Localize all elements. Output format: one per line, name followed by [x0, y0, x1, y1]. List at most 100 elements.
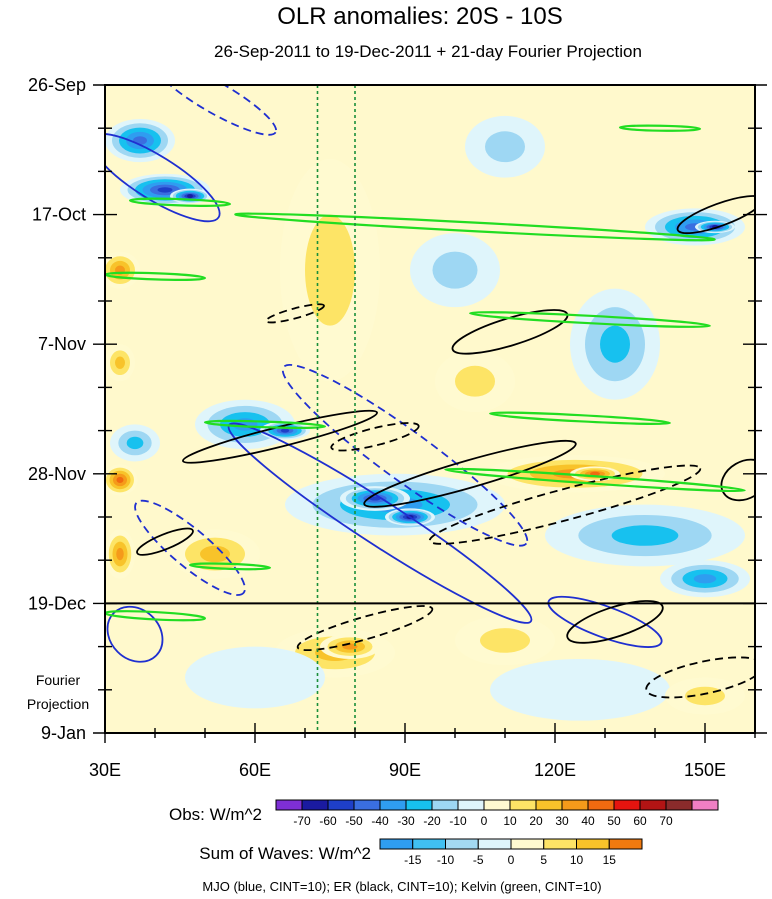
obs-legend-title: Obs: W/m^2 [169, 805, 262, 824]
anomaly-level-1-6 [157, 187, 173, 193]
anomaly-level-20-5 [590, 471, 600, 476]
projection-label-line2: Projection [27, 696, 89, 712]
anomaly-blob-28 [490, 658, 670, 721]
obs-legend-label-6: -10 [449, 814, 467, 828]
y-tick-label-84: 19-Dec [28, 593, 86, 613]
anomaly-blob-26 [435, 350, 515, 413]
anomaly-level-6-4 [116, 547, 124, 561]
obs-legend-swatch-5 [405, 799, 433, 811]
obs-legend-label-5: -20 [423, 814, 441, 828]
waves-legend-label-6: 15 [603, 853, 617, 867]
waves-legend-label-4: 5 [540, 853, 547, 867]
y-tick-label-63: 28-Nov [28, 464, 86, 484]
anomaly-blob-22 [660, 560, 750, 598]
plot-frame [104, 84, 756, 734]
mjo-contour-5 [106, 605, 164, 663]
kelvin-contour-28 [489, 411, 671, 425]
y-tick-label-105: 9-Jan [41, 723, 86, 743]
kelvin-contour-27 [618, 124, 702, 132]
anomaly-level-7-3 [126, 436, 144, 450]
waves-legend-swatch-0 [379, 838, 414, 850]
plot-area [105, 85, 755, 733]
obs-legend-swatch-16 [691, 799, 719, 811]
obs-legend-label-0: -70 [293, 814, 311, 828]
obs-colorbar: -70 -60 -50 -40 -30 -20 -10 0 10 20 30 40 50 60 70 [275, 799, 719, 828]
waves-legend-swatch-5 [543, 838, 577, 850]
anomaly-blob-21 [545, 504, 745, 567]
y-tick-label-0: 26-Sep [28, 75, 86, 95]
mjo-contour-4 [134, 499, 246, 596]
er-contour-11 [363, 439, 577, 508]
anomaly-level-10-6 [280, 428, 290, 433]
x-tick-label-30: 30E [89, 760, 121, 780]
anomaly-level-4-3 [115, 356, 125, 369]
wave-legend-footer: MJO (blue, CINT=10); ER (black, CINT=10)… [202, 879, 601, 894]
wave-contours [105, 85, 755, 699]
waves-legend-label-1: -10 [437, 853, 455, 867]
anomaly-blob-27 [185, 646, 325, 709]
obs-legend-label-3: -40 [371, 814, 389, 828]
waves-legend-swatch-7 [608, 838, 643, 850]
y-tick-label-42: 7-Nov [38, 334, 86, 354]
anomaly-blob-29 [665, 677, 745, 715]
anomaly-level-5-5 [116, 476, 124, 484]
kelvin-contour-19 [234, 212, 716, 242]
anomaly-level-30-2 [480, 628, 530, 653]
mjo-contour-1 [105, 132, 221, 223]
y-axis-ticks: 26-Sep 17-Oct 7-Nov 28-Nov 19-Dec 9-Jan [28, 75, 767, 743]
anomaly-blob-30 [455, 615, 555, 666]
obs-legend-swatch-6 [431, 799, 459, 811]
mjo-contour-0 [152, 85, 278, 136]
kelvin-contour-23 [444, 467, 746, 493]
er-contour-8 [330, 422, 420, 452]
anomaly-blob-25 [280, 159, 380, 382]
waves-legend-swatch-2 [445, 838, 479, 850]
anomaly-level-26-2 [455, 365, 495, 397]
waves-legend-swatch-4 [510, 838, 545, 850]
er-contour-14 [136, 527, 194, 556]
obs-legend-swatch-4 [379, 799, 407, 811]
er-contour-13 [676, 195, 755, 235]
x-tick-label-120: 120E [534, 760, 576, 780]
anomaly-level-16-3 [600, 325, 630, 363]
er-contour-12 [428, 464, 702, 545]
anomaly-level-27-1 [185, 646, 325, 709]
waves-legend-label-2: -5 [473, 853, 484, 867]
waves-colorbar: -15 -10 -5 0 5 10 15 [379, 838, 643, 867]
x-axis-ticks: 30E 60E 90E 120E 150E [89, 723, 756, 780]
x-tick-label-90: 90E [389, 760, 421, 780]
mjo-contour-3 [281, 363, 529, 547]
obs-legend-label-8: 10 [503, 814, 517, 828]
anomaly-blob-15 [320, 634, 380, 659]
anomaly-blob-16 [570, 288, 660, 400]
anomaly-blob-0 [105, 118, 175, 163]
kelvin-contour-25 [188, 562, 272, 571]
obs-legend-label-12: 50 [607, 814, 621, 828]
anomaly-blob-20 [570, 466, 620, 482]
obs-legend-swatch-10 [535, 799, 563, 811]
anomaly-blob-23 [410, 233, 500, 308]
er-contour-16 [566, 600, 664, 644]
kelvin-contour-21 [469, 311, 711, 328]
waves-legend-swatch-1 [412, 838, 446, 850]
y-tick-label-21: 17-Oct [32, 205, 86, 225]
obs-legend-swatch-9 [509, 799, 537, 811]
obs-legend-swatch-14 [639, 799, 667, 811]
obs-legend-label-9: 20 [529, 814, 543, 828]
reference-longitude-lines [316, 85, 356, 733]
kelvin-contour-24 [203, 419, 327, 430]
chart-title: OLR anomalies: 20S - 10S [277, 3, 562, 30]
anomaly-blob-5 [105, 464, 138, 496]
obs-legend-swatch-7 [457, 799, 485, 811]
obs-legend-label-11: 40 [581, 814, 595, 828]
anomaly-level-24-2 [485, 131, 525, 163]
obs-legend-swatch-2 [327, 799, 355, 811]
anomaly-blob-6 [105, 529, 135, 579]
waves-legend-swatch-6 [576, 838, 610, 850]
obs-legend-swatch-12 [587, 799, 615, 811]
obs-legend-label-1: -60 [319, 814, 337, 828]
kelvin-contour-20 [128, 197, 232, 207]
obs-legend-swatch-13 [613, 799, 641, 811]
anomaly-level-21-3 [611, 525, 679, 546]
